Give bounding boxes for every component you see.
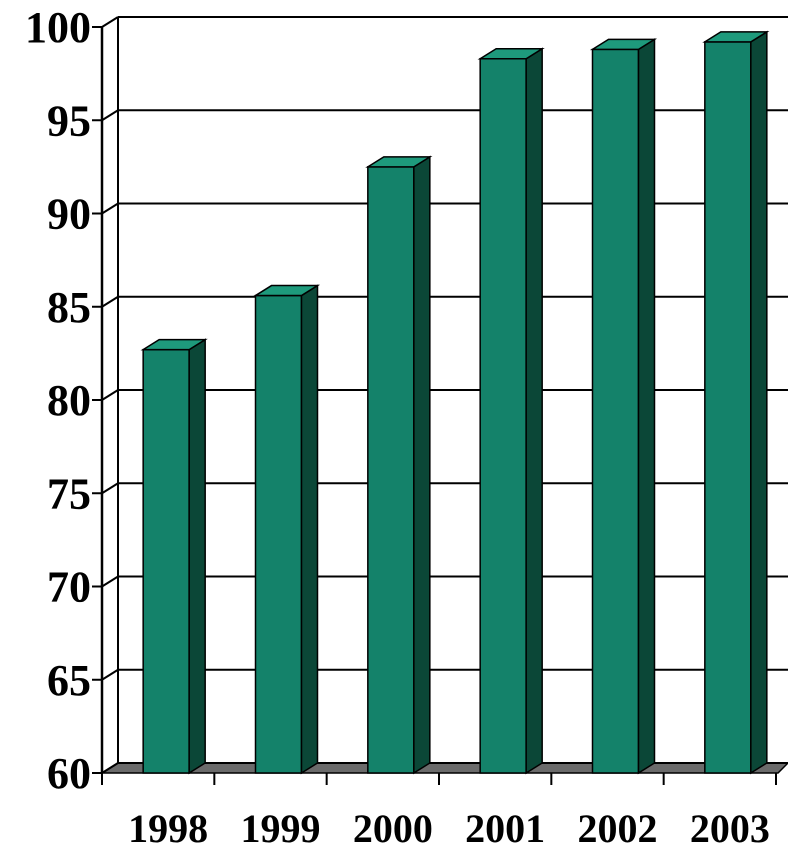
gridline-depth [101, 16, 119, 28]
bar [477, 47, 545, 775]
bar-side [300, 284, 319, 775]
bar-front [142, 348, 190, 774]
bar [365, 155, 433, 775]
gridline-depth [101, 295, 119, 308]
y-tick-label: 95 [47, 96, 91, 145]
y-tick-label: 65 [47, 656, 91, 705]
gridline-depth [101, 482, 119, 495]
y-tick-label: 80 [47, 376, 91, 425]
bar-front [704, 41, 752, 774]
x-axis-tick-labels: 1998 1999 2000 2001 2002 2003 [128, 806, 770, 851]
bar-side [750, 30, 768, 775]
bar-front [591, 48, 640, 774]
bar-front [254, 294, 303, 774]
bar-top [702, 31, 770, 43]
bar [140, 338, 208, 775]
y-tick-label: 90 [47, 190, 91, 239]
x-tick-label: 2003 [690, 806, 770, 847]
y-axis-tick-labels: 60 65 70 75 80 85 90 95 100 [25, 3, 91, 798]
y-tick-label: 85 [47, 283, 91, 332]
chart-floor [99, 762, 788, 774]
gridline-depth [101, 575, 119, 588]
bar-top [477, 47, 545, 60]
bar-side [413, 155, 431, 775]
bar-side [637, 38, 656, 775]
bar-top [140, 338, 208, 351]
x-tick-label: 2000 [353, 806, 433, 847]
gridline-depth [101, 109, 119, 122]
bar-layer [140, 30, 770, 775]
gridline-depth [101, 762, 119, 774]
y-tick-label: 100 [25, 3, 91, 52]
bar [252, 284, 321, 775]
x-tick-label: 2001 [465, 806, 545, 847]
y-tick-label: 60 [47, 749, 91, 798]
bar-top [589, 38, 658, 51]
bar [702, 30, 770, 775]
x-tick-label: 1999 [241, 806, 321, 847]
gridline-depth [101, 389, 119, 401]
gridline-depth [101, 202, 119, 215]
x-tick-label: 2002 [578, 806, 658, 847]
x-tick-label: 1998 [128, 806, 208, 847]
bar-front [367, 166, 415, 774]
bar-front [479, 57, 527, 774]
bar-side [525, 47, 543, 775]
bar-top [252, 284, 321, 297]
y-tick-label: 75 [47, 469, 91, 518]
bar [589, 38, 658, 775]
bar-side [188, 338, 206, 775]
gridline-depth [101, 668, 119, 681]
y-tick-label: 70 [47, 563, 91, 612]
bar-top [365, 156, 433, 168]
